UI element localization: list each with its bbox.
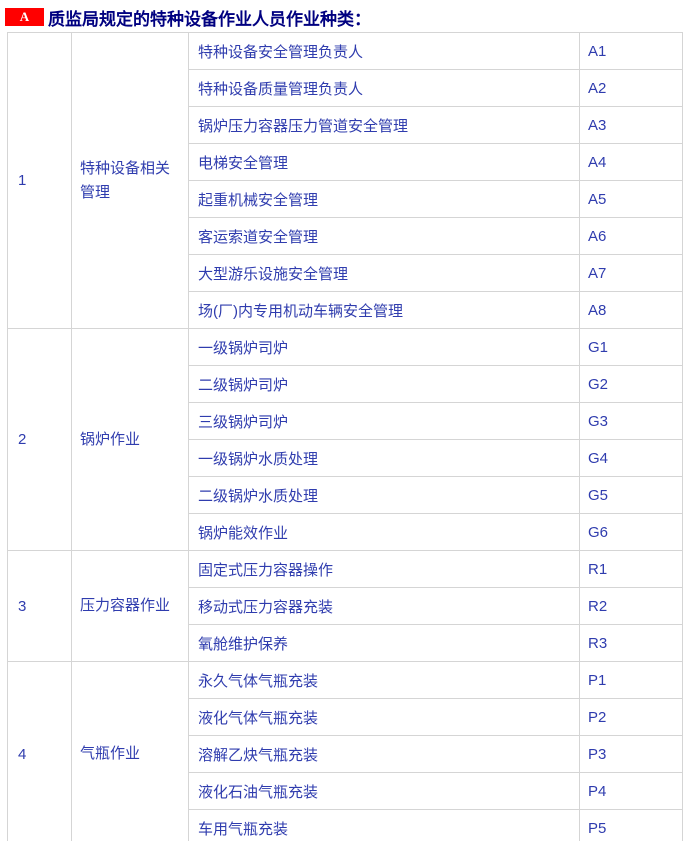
job-name-cell: 锅炉压力容器压力管道安全管理 bbox=[188, 106, 580, 144]
table-row: 车用气瓶充装 P5 bbox=[8, 809, 683, 841]
job-name-cell: 移动式压力容器充装 bbox=[188, 587, 580, 625]
job-name-cell: 特种设备质量管理负责人 bbox=[188, 69, 580, 107]
table-row: 2 锅炉作业 一级锅炉司炉 G1 bbox=[7, 328, 683, 551]
table-row: 移动式压力容器充装 R2 bbox=[8, 587, 683, 625]
group-number-cell: 1 bbox=[7, 32, 72, 329]
group-category-cell: 气瓶作业 bbox=[71, 661, 189, 841]
job-types-table: 1 特种设备相关管理 特种设备安全管理负责人 A1 特种设备质量管理负责人 A2 锅炉压力容… bbox=[7, 32, 683, 841]
table-row: 三级锅炉司炉 G3 bbox=[8, 402, 683, 440]
job-name-cell: 特种设备安全管理负责人 bbox=[188, 32, 580, 70]
job-name-cell: 起重机械安全管理 bbox=[188, 180, 580, 218]
job-code-cell: A8 bbox=[579, 291, 683, 329]
job-code-cell: G5 bbox=[579, 476, 683, 514]
job-code-cell: R3 bbox=[579, 624, 683, 662]
job-code-cell: A7 bbox=[579, 254, 683, 292]
table-row: 电梯安全管理 A4 bbox=[8, 143, 683, 181]
table-row: 液化石油气瓶充装 P4 bbox=[8, 772, 683, 810]
section-badge: A bbox=[5, 8, 44, 26]
table-row: 液化气体气瓶充装 P2 bbox=[8, 698, 683, 736]
job-name-cell: 电梯安全管理 bbox=[188, 143, 580, 181]
job-code-cell: R2 bbox=[579, 587, 683, 625]
group-category-cell: 锅炉作业 bbox=[71, 328, 189, 551]
job-table-body: 1 特种设备相关管理 特种设备安全管理负责人 A1 特种设备质量管理负责人 A2 锅炉压力容… bbox=[7, 32, 683, 841]
table-row: 溶解乙炔气瓶充装 P3 bbox=[8, 735, 683, 773]
job-name-cell: 液化气体气瓶充装 bbox=[188, 698, 580, 736]
group-number-cell: 2 bbox=[7, 328, 72, 551]
group-number-cell: 3 bbox=[7, 550, 72, 662]
job-code-cell: G3 bbox=[579, 402, 683, 440]
job-code-cell: A5 bbox=[579, 180, 683, 218]
job-code-cell: G4 bbox=[579, 439, 683, 477]
table-row: 二级锅炉水质处理 G5 bbox=[8, 476, 683, 514]
job-code-cell: A6 bbox=[579, 217, 683, 255]
job-name-cell: 二级锅炉司炉 bbox=[188, 365, 580, 403]
table-row: 3 压力容器作业 固定式压力容器操作 R1 bbox=[7, 550, 683, 662]
job-name-cell: 溶解乙炔气瓶充装 bbox=[188, 735, 580, 773]
table-row: 锅炉能效作业 G6 bbox=[8, 513, 683, 551]
job-name-cell: 三级锅炉司炉 bbox=[188, 402, 580, 440]
table-row: 起重机械安全管理 A5 bbox=[8, 180, 683, 218]
table-row: 特种设备质量管理负责人 A2 bbox=[8, 69, 683, 107]
job-code-cell: A1 bbox=[579, 32, 683, 70]
job-name-cell: 一级锅炉司炉 bbox=[188, 328, 580, 366]
table-row: 4 气瓶作业 永久气体气瓶充装 P1 bbox=[7, 661, 683, 841]
job-name-cell: 永久气体气瓶充装 bbox=[188, 661, 580, 699]
table-row: 场(厂)内专用机动车辆安全管理 A8 bbox=[8, 291, 683, 329]
job-code-cell: P4 bbox=[579, 772, 683, 810]
section-header: A 质监局规定的特种设备作业人员作业种类： bbox=[5, 8, 689, 29]
job-code-cell: P2 bbox=[579, 698, 683, 736]
job-code-cell: A4 bbox=[579, 143, 683, 181]
job-code-cell: A3 bbox=[579, 106, 683, 144]
table-row: 1 特种设备相关管理 特种设备安全管理负责人 A1 bbox=[7, 32, 683, 329]
job-name-cell: 场(厂)内专用机动车辆安全管理 bbox=[188, 291, 580, 329]
job-name-cell: 大型游乐设施安全管理 bbox=[188, 254, 580, 292]
job-name-cell: 锅炉能效作业 bbox=[188, 513, 580, 551]
table-row: 客运索道安全管理 A6 bbox=[8, 217, 683, 255]
group-category-cell: 特种设备相关管理 bbox=[71, 32, 189, 329]
page-title: 质监局规定的特种设备作业人员作业种类： bbox=[48, 9, 371, 29]
job-code-cell: G2 bbox=[579, 365, 683, 403]
job-name-cell: 液化石油气瓶充装 bbox=[188, 772, 580, 810]
group-number-cell: 4 bbox=[7, 661, 72, 841]
table-row: 锅炉压力容器压力管道安全管理 A3 bbox=[8, 106, 683, 144]
group-category-cell: 压力容器作业 bbox=[71, 550, 189, 662]
job-code-cell: R1 bbox=[579, 550, 683, 588]
table-row: 二级锅炉司炉 G2 bbox=[8, 365, 683, 403]
job-code-cell: P3 bbox=[579, 735, 683, 773]
job-name-cell: 客运索道安全管理 bbox=[188, 217, 580, 255]
job-name-cell: 一级锅炉水质处理 bbox=[188, 439, 580, 477]
job-code-cell: P5 bbox=[579, 809, 683, 841]
job-code-cell: A2 bbox=[579, 69, 683, 107]
job-name-cell: 二级锅炉水质处理 bbox=[188, 476, 580, 514]
job-code-cell: P1 bbox=[579, 661, 683, 699]
job-name-cell: 氧舱维护保养 bbox=[188, 624, 580, 662]
job-code-cell: G6 bbox=[579, 513, 683, 551]
table-row: 大型游乐设施安全管理 A7 bbox=[8, 254, 683, 292]
table-row: 氧舱维护保养 R3 bbox=[8, 624, 683, 662]
job-name-cell: 车用气瓶充装 bbox=[188, 809, 580, 841]
job-name-cell: 固定式压力容器操作 bbox=[188, 550, 580, 588]
job-code-cell: G1 bbox=[579, 328, 683, 366]
